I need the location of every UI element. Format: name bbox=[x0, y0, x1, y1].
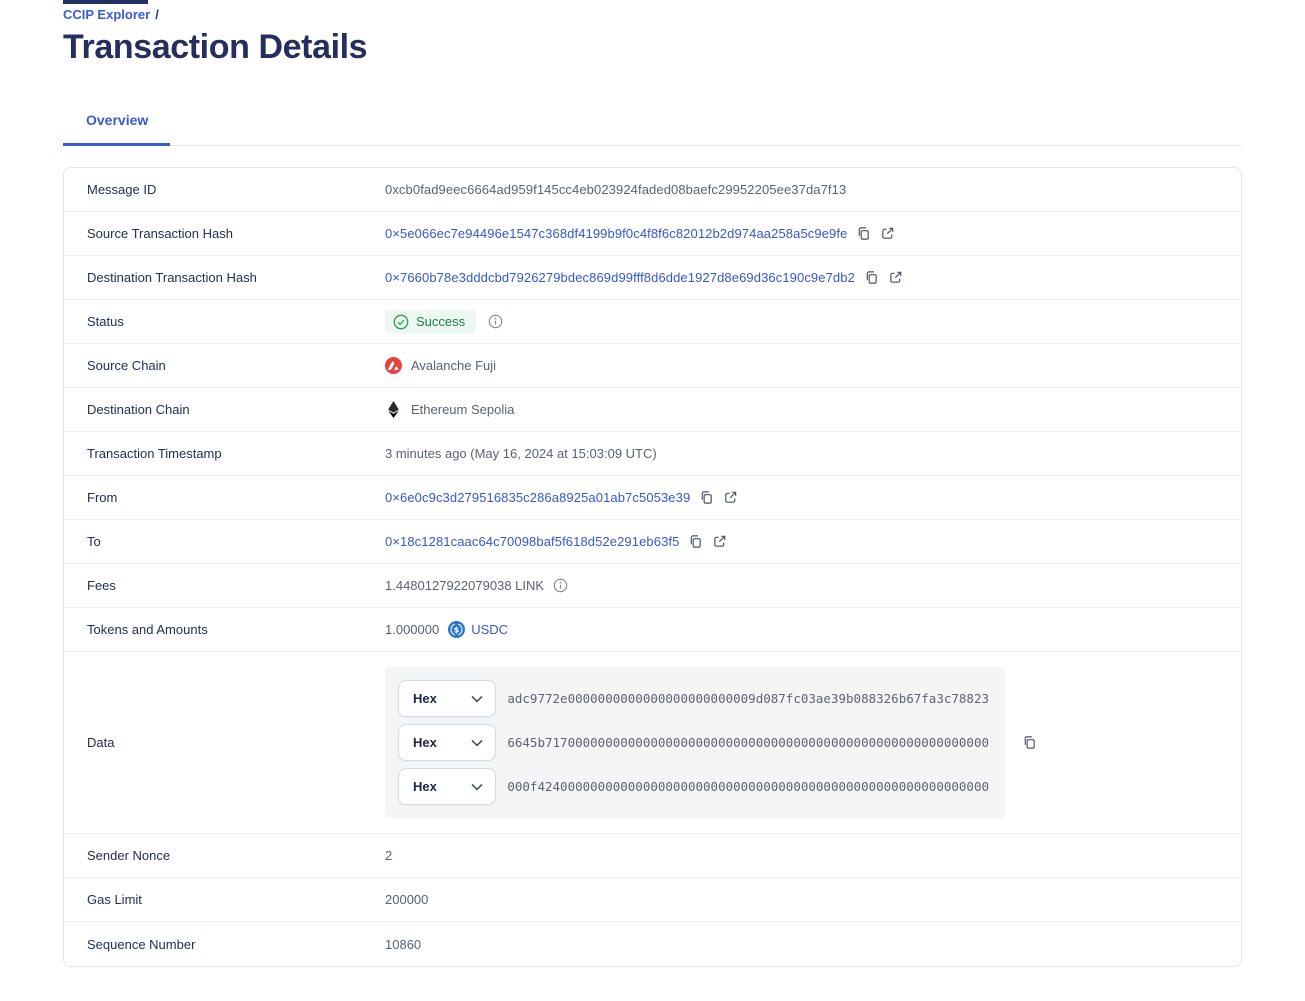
token-link-usdc[interactable]: $ USDC bbox=[448, 621, 508, 638]
table-row-gas-limit: Gas Limit 200000 bbox=[64, 878, 1241, 922]
tab-active-underline bbox=[63, 143, 170, 146]
copy-icon[interactable] bbox=[864, 270, 879, 285]
row-label: Tokens and Amounts bbox=[87, 622, 208, 637]
row-label: Status bbox=[87, 314, 124, 329]
data-line: Hex adc9772e0000000000000000000000009d08… bbox=[398, 680, 989, 717]
data-line: Hex 000f42400000000000000000000000000000… bbox=[398, 768, 989, 805]
external-link-icon[interactable] bbox=[723, 490, 738, 505]
breadcrumb-ccip-explorer-link[interactable]: CCIP Explorer bbox=[63, 7, 151, 22]
chevron-down-icon bbox=[471, 783, 483, 791]
source-chain-value: Avalanche Fuji bbox=[385, 357, 496, 374]
row-label: Destination Chain bbox=[87, 402, 190, 417]
check-circle-icon bbox=[393, 314, 409, 330]
chevron-down-icon bbox=[471, 695, 483, 703]
row-label: Sequence Number bbox=[87, 936, 196, 952]
fees-value: 1.4480127922079038 LINK bbox=[385, 578, 545, 593]
data-hex-string: 000f424000000000000000000000000000000000… bbox=[507, 779, 989, 794]
row-label: Fees bbox=[87, 578, 116, 593]
avalanche-icon bbox=[385, 357, 402, 374]
token-symbol: USDC bbox=[471, 622, 509, 637]
table-row-status: Status Success bbox=[64, 300, 1241, 344]
svg-text:$: $ bbox=[454, 624, 460, 634]
row-label: Source Transaction Hash bbox=[87, 226, 233, 241]
source-tx-hash-link[interactable]: 0×5e066ec7e94496e1547c368df4199b9f0c4f8f… bbox=[385, 226, 848, 241]
ethereum-icon bbox=[385, 401, 402, 418]
timestamp-value: 3 minutes ago (May 16, 2024 at 15:03:09 … bbox=[385, 446, 657, 461]
external-link-icon[interactable] bbox=[880, 226, 895, 241]
copy-icon[interactable] bbox=[1022, 735, 1037, 750]
info-icon[interactable] bbox=[553, 578, 568, 593]
row-label: Data bbox=[87, 735, 115, 750]
tab-bar: Overview bbox=[0, 104, 1305, 146]
row-label: Transaction Timestamp bbox=[87, 446, 222, 461]
breadcrumb: CCIP Explorer / bbox=[63, 7, 159, 22]
table-row-dest-chain: Destination Chain Ethereum Sepolia bbox=[64, 388, 1241, 432]
sequence-number-value: 10860 bbox=[385, 936, 422, 952]
hex-format-select[interactable]: Hex bbox=[398, 768, 497, 805]
table-row-sender-nonce: Sender Nonce 2 bbox=[64, 834, 1241, 878]
transaction-details-table: Message ID 0xcb0fad9eec6664ad959f145cc4e… bbox=[63, 167, 1242, 967]
row-label: From bbox=[87, 490, 118, 505]
copy-icon[interactable] bbox=[688, 534, 703, 549]
gas-limit-value: 200000 bbox=[385, 892, 429, 907]
table-row-fees: Fees 1.4480127922079038 LINK bbox=[64, 564, 1241, 608]
external-link-icon[interactable] bbox=[712, 534, 727, 549]
hex-format-select[interactable]: Hex bbox=[398, 680, 497, 717]
token-amount: 1.000000 bbox=[385, 622, 440, 637]
table-row-tokens: Tokens and Amounts 1.000000 $ USDC bbox=[64, 608, 1241, 652]
copy-icon[interactable] bbox=[699, 490, 714, 505]
hex-select-label: Hex bbox=[413, 779, 437, 794]
hex-select-label: Hex bbox=[413, 691, 437, 706]
table-row-dest-tx-hash: Destination Transaction Hash 0×7660b78e3… bbox=[64, 256, 1241, 300]
status-badge: Success bbox=[385, 309, 477, 334]
data-hex-box: Hex adc9772e0000000000000000000000009d08… bbox=[385, 667, 1005, 818]
table-row-source-tx-hash: Source Transaction Hash 0×5e066ec7e94496… bbox=[64, 212, 1241, 256]
source-chain-name: Avalanche Fuji bbox=[411, 358, 497, 373]
row-label: Source Chain bbox=[87, 358, 166, 373]
usdc-icon: $ bbox=[448, 621, 466, 638]
table-row-data: Data Hex adc9772e00000000000000000000000… bbox=[64, 652, 1241, 834]
row-label: Destination Transaction Hash bbox=[87, 270, 257, 285]
dest-chain-value: Ethereum Sepolia bbox=[385, 401, 514, 418]
page-title: Transaction Details bbox=[63, 28, 368, 66]
row-label: Message ID bbox=[87, 182, 157, 197]
table-row-source-chain: Source Chain Avalanche Fuji bbox=[64, 344, 1241, 388]
table-row-to: To 0×18c1281caac64c70098baf5f618d52e291e… bbox=[64, 520, 1241, 564]
table-row-message-id: Message ID 0xcb0fad9eec6664ad959f145cc4e… bbox=[64, 168, 1241, 212]
message-id-value: 0xcb0fad9eec6664ad959f145cc4eb023924fade… bbox=[385, 182, 847, 197]
to-address-link[interactable]: 0×18c1281caac64c70098baf5f618d52e291eb63… bbox=[385, 534, 680, 549]
chevron-down-icon bbox=[471, 739, 483, 747]
dest-chain-name: Ethereum Sepolia bbox=[411, 402, 515, 417]
table-row-sequence-number: Sequence Number 10860 bbox=[64, 922, 1241, 966]
table-row-from: From 0×6e0c9c3d279516835c286a8925a01ab7c… bbox=[64, 476, 1241, 520]
tab-overview[interactable]: Overview bbox=[86, 112, 149, 128]
hex-format-select[interactable]: Hex bbox=[398, 724, 497, 761]
data-hex-string: adc9772e0000000000000000000000009d087fc0… bbox=[507, 691, 989, 706]
copy-icon[interactable] bbox=[856, 226, 871, 241]
row-label: To bbox=[87, 534, 101, 549]
row-label: Sender Nonce bbox=[87, 848, 171, 863]
external-link-icon[interactable] bbox=[888, 270, 903, 285]
data-line: Hex 6645b7170000000000000000000000000000… bbox=[398, 724, 989, 761]
info-icon[interactable] bbox=[488, 314, 503, 329]
status-badge-label: Success bbox=[416, 314, 466, 329]
data-hex-string: 6645b71700000000000000000000000000000000… bbox=[507, 735, 989, 750]
from-address-link[interactable]: 0×6e0c9c3d279516835c286a8925a01ab7c5053e… bbox=[385, 490, 691, 505]
dest-tx-hash-link[interactable]: 0×7660b78e3dddcbd7926279bdec869d99fff8d6… bbox=[385, 270, 855, 285]
table-row-timestamp: Transaction Timestamp 3 minutes ago (May… bbox=[64, 432, 1241, 476]
cropped-header-strip bbox=[63, 0, 148, 4]
tab-divider bbox=[63, 145, 1242, 146]
sender-nonce-value: 2 bbox=[385, 848, 393, 863]
breadcrumb-separator: / bbox=[155, 7, 159, 22]
row-label: Gas Limit bbox=[87, 892, 142, 907]
hex-select-label: Hex bbox=[413, 735, 437, 750]
